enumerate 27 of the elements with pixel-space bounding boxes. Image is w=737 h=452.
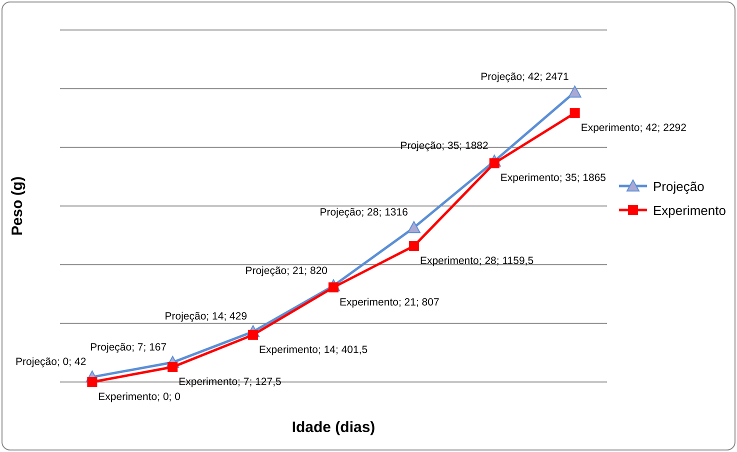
point: [489, 158, 500, 168]
point: [248, 330, 258, 340]
data-label: Experimento; 35; 1865: [500, 172, 606, 184]
point: [570, 108, 580, 118]
point: [568, 86, 582, 98]
data-label: Projeção; 42; 2471: [480, 71, 569, 84]
data-label: Experimento; 21; 807: [340, 296, 440, 308]
data-label: Experimento; 42; 2292: [580, 122, 687, 134]
data-label: Projeção; 0; 42: [16, 356, 86, 368]
data-label: Projeção; 35; 1882: [400, 140, 489, 152]
legend-label: Projeção: [653, 179, 704, 194]
data-label: Projeção; 14; 429: [164, 310, 248, 323]
point: [408, 240, 419, 251]
data-label: Experimento; 28; 1159,5: [420, 254, 534, 267]
data-label: Projeção; 7; 167: [90, 341, 167, 354]
point: [168, 362, 178, 372]
legend-label: Experimento: [653, 203, 726, 218]
point: [407, 221, 420, 234]
data-label: Projeção; 21; 820: [245, 264, 328, 277]
data-label: Projeção; 28; 1316: [320, 206, 408, 219]
point: [87, 377, 98, 387]
data-label: Experimento; 0; 0: [98, 391, 181, 403]
data-label: Experimento; 14; 401,5: [259, 344, 368, 356]
data-label: Experimento; 7; 127,5: [178, 376, 282, 388]
x-axis-title: Idade (dias): [292, 419, 376, 436]
y-axis-title: Peso (g): [9, 176, 26, 236]
point: [328, 282, 338, 292]
